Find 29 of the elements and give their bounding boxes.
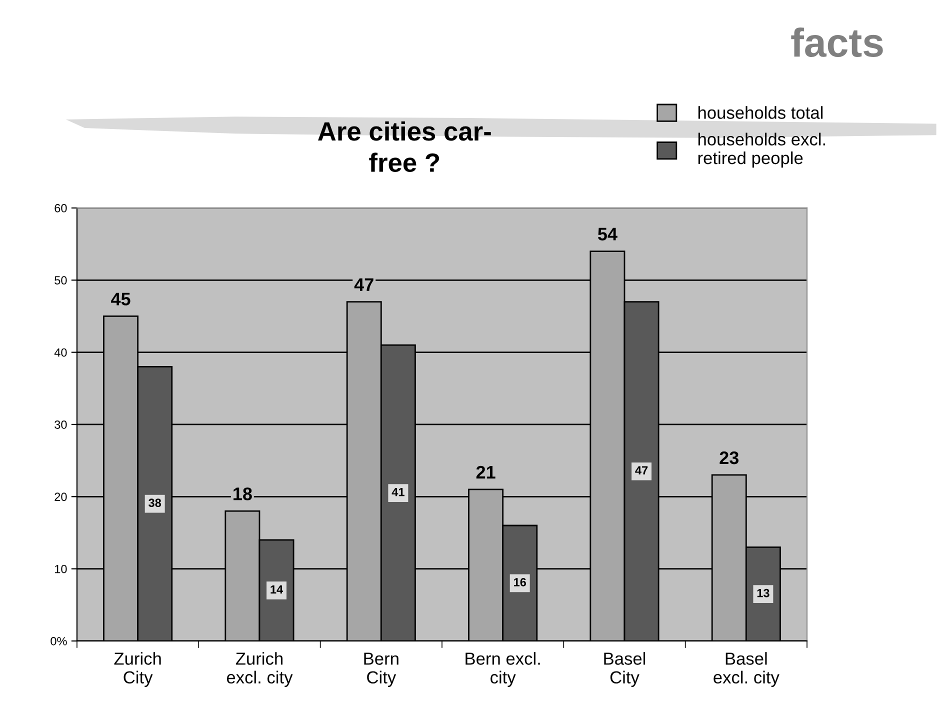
data-label: 23 — [720, 451, 739, 464]
chart-title: Are cities car- free ? — [318, 121, 491, 172]
y-tick-label: 60 — [54, 204, 67, 212]
data-label: 45 — [111, 292, 130, 306]
data-label: 47 — [354, 278, 374, 291]
y-tick-label: 0% — [50, 637, 67, 646]
legend-label: households total — [698, 106, 823, 119]
x-tick-label: Bern City — [364, 652, 398, 687]
y-tick-label: 40 — [54, 348, 67, 357]
x-tick-label: Zurich excl. city — [226, 652, 293, 687]
data-label: 41 — [392, 488, 404, 496]
text: facts — [791, 27, 883, 58]
y-tick-label: 10 — [55, 564, 67, 574]
data-label: 38 — [148, 498, 162, 508]
data-label: 47 — [635, 466, 648, 474]
y-tick-label: 20 — [54, 492, 67, 502]
data-label: 18 — [234, 487, 252, 500]
y-tick-label: 50 — [54, 276, 67, 285]
data-label: 14 — [270, 585, 284, 594]
data-label: 54 — [598, 228, 618, 240]
x-tick-label: Bern excl. city — [466, 652, 540, 687]
y-tick-label: 30 — [54, 420, 67, 429]
data-label: 21 — [476, 466, 496, 478]
x-tick-label: Zurich City — [114, 652, 161, 687]
x-tick-label: Basel City — [604, 652, 646, 687]
data-label: 13 — [757, 588, 770, 598]
data-label: 16 — [514, 578, 526, 586]
x-tick-label: Basel excl. city — [714, 652, 780, 687]
legend-label: households excl. retired people — [698, 132, 825, 168]
